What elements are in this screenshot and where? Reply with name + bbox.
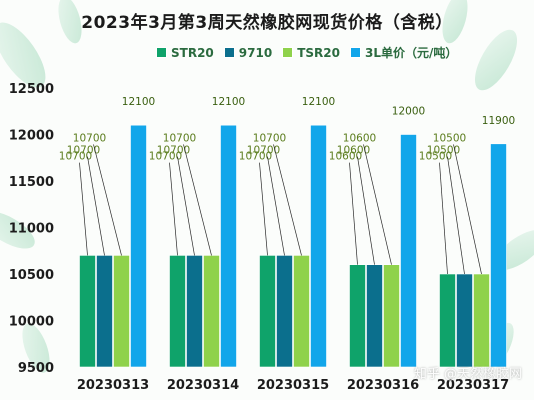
- legend-swatch-str20: [156, 47, 167, 58]
- bar: [490, 143, 507, 368]
- leader-line: [447, 156, 465, 275]
- leader-line: [349, 162, 358, 265]
- y-tick-label: 9500: [18, 361, 54, 376]
- data-label: 10700: [73, 132, 106, 144]
- leaf-shape: [0, 22, 46, 88]
- data-label: 10700: [149, 151, 182, 163]
- y-tick-label: 12000: [9, 129, 54, 144]
- data-label: 10700: [253, 132, 286, 144]
- y-tick-label: 11000: [9, 222, 54, 237]
- leader-line: [357, 156, 375, 265]
- leader-line: [87, 156, 105, 256]
- leader-line: [79, 162, 88, 256]
- bar: [259, 255, 276, 368]
- data-label: 10700: [157, 145, 190, 157]
- legend-item-3l: 3L单价（元/吨）: [349, 44, 458, 61]
- data-label: 10700: [59, 151, 92, 163]
- bar: [310, 124, 327, 368]
- value-label-group: 1070010700107001210010700107001070012100…: [59, 96, 515, 275]
- bar: [293, 255, 310, 368]
- leader-line: [439, 162, 448, 275]
- x-tick-label: 20230314: [167, 378, 239, 393]
- x-tick-label: 20230317: [437, 378, 509, 393]
- data-label: 12100: [122, 96, 155, 108]
- y-tick-label: 11500: [9, 175, 54, 190]
- y-tick-label: 10000: [9, 315, 54, 330]
- data-label: 12100: [302, 96, 335, 108]
- bar: [113, 255, 130, 368]
- leaf-shape: [22, 323, 50, 373]
- legend-item-tsr20: TSR20: [282, 44, 340, 61]
- x-tick-label: 20230315: [257, 378, 329, 393]
- data-label: 10700: [239, 151, 272, 163]
- legend-item-str20: STR20: [156, 44, 214, 61]
- data-label: 10700: [163, 132, 196, 144]
- bar: [220, 124, 237, 368]
- leader-line: [267, 156, 285, 256]
- legend-swatch-tsr20: [282, 47, 294, 58]
- leader-line: [183, 144, 212, 256]
- bar: [79, 255, 96, 368]
- legend-swatch-3l: [349, 47, 361, 58]
- legend-label-9710: 9710: [238, 45, 273, 60]
- bar: [276, 255, 293, 368]
- bar: [456, 273, 473, 368]
- leader-line: [177, 156, 195, 256]
- data-label: 10500: [433, 132, 466, 144]
- leader-line: [169, 162, 178, 256]
- leader-line: [259, 162, 268, 256]
- bar: [439, 273, 456, 368]
- legend-label-tsr20: TSR20: [297, 45, 340, 60]
- leader-line: [453, 144, 482, 275]
- bar: [186, 255, 203, 368]
- leaf-shape: [0, 211, 35, 249]
- data-label: 11900: [482, 115, 515, 127]
- bar: [349, 264, 366, 368]
- bar: [383, 264, 400, 368]
- leader-line: [93, 144, 122, 256]
- y-axis: 9500 10000 10500 11000 11500 12000 12500 202303…: [9, 82, 509, 393]
- leaf-shape: [442, 0, 468, 44]
- leaf-shape: [474, 29, 518, 91]
- bar: [203, 255, 220, 368]
- leader-line: [363, 144, 392, 265]
- bar: [400, 134, 417, 368]
- legend-label-3l: 3L单价（元/吨）: [364, 46, 458, 60]
- leaf-shape: [58, 0, 82, 44]
- legend-item-9710: 9710: [223, 44, 273, 61]
- y-tick-label: 10500: [9, 268, 54, 283]
- x-tick-label: 20230316: [347, 378, 419, 393]
- legend: STR20 9710 TSR20 3L单价（元/吨）: [156, 44, 457, 61]
- bars-group: [79, 124, 507, 368]
- watermark: 知乎 @天然橡胶网: [413, 367, 522, 382]
- chart-title: 2023年3月第3周天然橡胶网现货价格（含税）: [81, 13, 453, 33]
- data-label: 10700: [247, 145, 280, 157]
- bar: [473, 273, 490, 368]
- x-tick-label: 20230313: [77, 378, 149, 393]
- data-label: 12100: [212, 96, 245, 108]
- leaf-shape: [494, 229, 534, 271]
- bar: [96, 255, 113, 368]
- bar: [366, 264, 383, 368]
- bar: [130, 124, 147, 368]
- data-label: 12000: [392, 106, 425, 118]
- data-label: 10600: [343, 132, 376, 144]
- data-label: 10500: [427, 145, 460, 157]
- data-label: 10500: [419, 151, 452, 163]
- leader-line: [273, 144, 302, 256]
- data-label: 10600: [337, 145, 370, 157]
- data-label: 10700: [67, 145, 100, 157]
- bar: [169, 255, 186, 368]
- y-tick-label: 12500: [9, 82, 54, 97]
- legend-label-str20: STR20: [171, 45, 214, 60]
- legend-swatch-9710: [223, 47, 235, 58]
- data-label: 10600: [329, 151, 362, 163]
